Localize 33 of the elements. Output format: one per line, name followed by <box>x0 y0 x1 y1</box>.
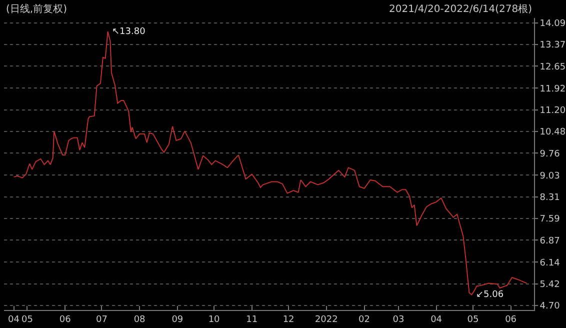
y-tick-label: 9.03 <box>540 171 560 182</box>
x-tick-label: 08 <box>134 314 146 325</box>
x-tick-label: 06 <box>505 314 517 325</box>
x-tick-label: 05 <box>467 314 479 325</box>
annotation: ↙5.06 <box>476 290 504 300</box>
x-tick-label: 2022 <box>314 314 338 325</box>
y-tick-label: 14.09 <box>540 18 566 29</box>
x-tick-label: 09 <box>172 314 184 325</box>
x-tick-label: 10 <box>208 314 220 325</box>
x-tick-label: 03 <box>392 314 404 325</box>
y-tick-label: 5.42 <box>540 280 560 290</box>
y-tick-label: 10.48 <box>540 128 566 138</box>
x-tick-label: 06 <box>59 314 72 325</box>
y-tick-label: 6.14 <box>540 258 560 268</box>
y-tick-label: 12.65 <box>540 62 566 72</box>
x-tick-label: 12 <box>282 314 294 325</box>
x-tick-label: 11 <box>246 314 258 325</box>
x-tick-label: 02 <box>358 314 370 325</box>
x-tick-label: 07 <box>96 314 108 325</box>
y-tick-label: 6.87 <box>540 236 560 246</box>
y-tick-label: 11.20 <box>540 106 566 116</box>
y-tick-label: 9.76 <box>540 149 560 160</box>
x-tick-label: 04 <box>430 314 442 325</box>
annotation: ↖13.80 <box>112 27 146 37</box>
x-tick-label: 05 <box>21 314 33 325</box>
x-tick-label: 04 <box>8 314 20 325</box>
y-tick-label: 8.31 <box>540 192 560 203</box>
y-tick-label: 13.37 <box>540 40 566 51</box>
y-tick-label: 11.92 <box>540 84 566 94</box>
chart-title: (日线,前复权) <box>6 3 68 15</box>
y-tick-label: 4.70 <box>540 302 560 312</box>
chart-subtitle: 2021/4/20-2022/6/14(278根) <box>389 3 532 15</box>
y-tick-label: 7.59 <box>540 214 560 225</box>
